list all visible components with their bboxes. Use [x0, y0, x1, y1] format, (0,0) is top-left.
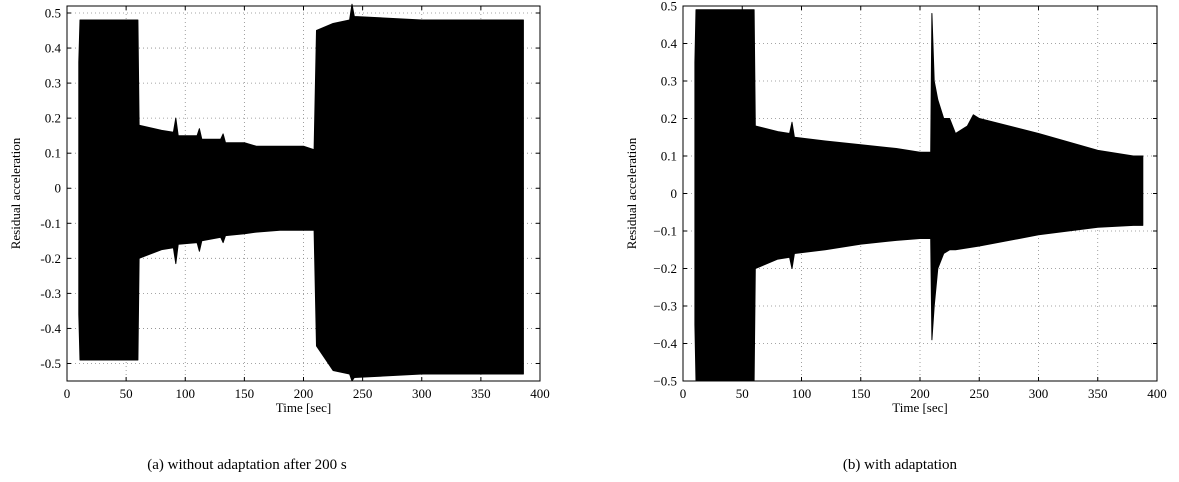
y-tick-label: 0 [55, 181, 62, 196]
y-tick-label: −0.2 [653, 261, 677, 276]
y-tick-label: -0.5 [40, 356, 61, 371]
x-tick-label: 200 [910, 386, 930, 401]
x-tick-label: 0 [680, 386, 687, 401]
x-tick-label: 200 [294, 386, 314, 401]
x-tick-label: 0 [64, 386, 71, 401]
y-axis-label: Residual acceleration [8, 137, 23, 249]
x-tick-label: 250 [353, 386, 373, 401]
y-tick-label: −0.3 [653, 299, 677, 314]
panel-caption: (a) without adaptation after 200 s [147, 457, 347, 473]
signal-envelope-series-1 [694, 9, 1144, 382]
y-tick-label: 0.4 [45, 41, 62, 56]
y-tick-label: 0.5 [45, 6, 61, 21]
y-tick-label: −0.4 [653, 336, 677, 351]
chart-panel-1: 0 50 100 150 200 250 300 350 400 -0.5 -0.4 -0.3 -0.2… [8, 3, 550, 473]
y-tick-label: -0.1 [40, 216, 61, 231]
x-axis-label: Time [sec] [276, 400, 332, 415]
x-tick-label: 350 [1088, 386, 1108, 401]
y-tick-label: 0.5 [661, 0, 677, 14]
y-tick-label: 0.1 [45, 146, 61, 161]
y-tick-label: 0.1 [661, 149, 677, 164]
y-axis-label: Residual acceleration [624, 137, 639, 249]
y-tick-label: −0.5 [653, 374, 677, 389]
y-tick-label: -0.3 [40, 286, 61, 301]
x-tick-label: 400 [1147, 386, 1167, 401]
x-tick-label: 350 [471, 386, 491, 401]
y-tick-label: 0.2 [661, 111, 677, 126]
x-tick-label: 250 [970, 386, 990, 401]
y-tick-label: 0.4 [661, 36, 678, 51]
signal-envelope-series-1 [78, 3, 524, 382]
chart-panel-2: 0 50 100 150 200 250 300 350 400 −0.5 −0.4 −0.3 −0.2… [624, 0, 1167, 473]
x-tick-label: 100 [176, 386, 196, 401]
x-tick-label: 150 [235, 386, 255, 401]
y-tick-label: 0.3 [661, 74, 677, 89]
y-tick-label: 0.3 [45, 76, 61, 91]
x-axis-label: Time [sec] [892, 400, 948, 415]
x-tick-label: 50 [736, 386, 749, 401]
panel-caption: (b) with adaptation [843, 457, 958, 473]
y-tick-label: -0.2 [40, 251, 61, 266]
x-tick-label: 150 [851, 386, 871, 401]
y-tick-label: −0.1 [653, 224, 677, 239]
x-tick-label: 300 [1029, 386, 1049, 401]
y-tick-label: 0.2 [45, 111, 61, 126]
y-tick-label: -0.4 [40, 321, 61, 336]
x-tick-label: 300 [412, 386, 432, 401]
x-tick-label: 400 [530, 386, 550, 401]
x-tick-label: 50 [120, 386, 133, 401]
y-tick-label: 0 [671, 186, 678, 201]
x-tick-label: 100 [792, 386, 812, 401]
